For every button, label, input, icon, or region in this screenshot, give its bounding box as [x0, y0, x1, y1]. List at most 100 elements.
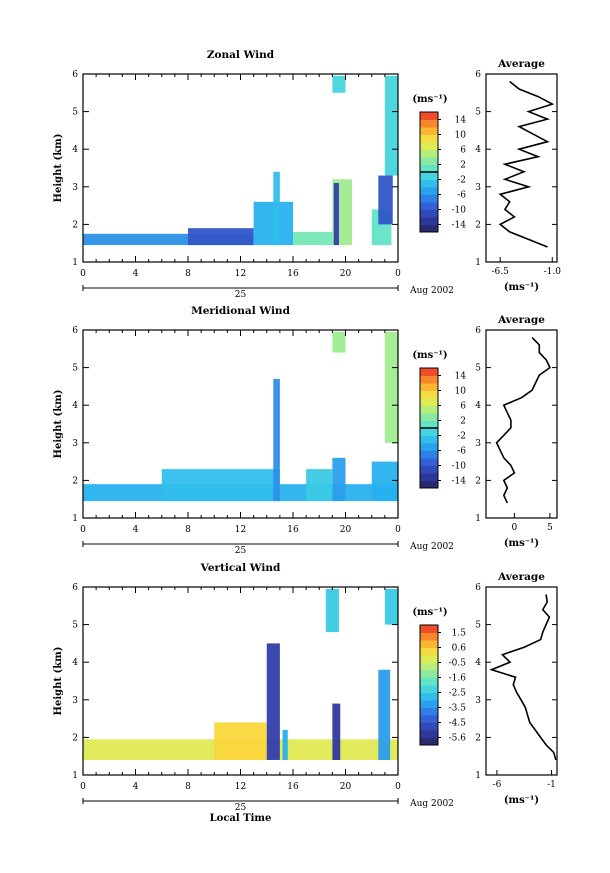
colorbar-step [420, 655, 438, 663]
heatmap-cell-6 [333, 183, 339, 246]
colorbar-tick-label: 0.6 [452, 644, 467, 654]
colorbar-step [420, 157, 438, 165]
x-tick-label: 12 [235, 782, 246, 792]
heatmap-cell-3 [306, 469, 333, 502]
average-y-tick-label: 5 [475, 108, 481, 118]
x-tick-label: 8 [185, 269, 191, 279]
colorbar-step [420, 662, 438, 671]
colorbar-step [420, 383, 438, 391]
colorbar-step [420, 647, 438, 656]
heatmap-cell-3 [282, 729, 288, 760]
average-y-tick-label: 4 [475, 145, 481, 155]
colorbar-tick-label: -6 [457, 191, 466, 201]
x-tick-label: 8 [185, 782, 191, 792]
day-label: 25 [235, 803, 247, 813]
average-frame [485, 586, 558, 776]
y-axis-label: Height (km) [53, 134, 64, 203]
colorbar-tick-label: 6 [460, 402, 466, 412]
colorbar-step [420, 164, 438, 173]
average-profile: Average 1 2 3 4 5 6 -6 -1 (ms⁻¹) [475, 571, 558, 806]
average-title: Average [497, 314, 545, 326]
x-axis-label: Local Time [210, 813, 272, 824]
colorbar-tick-label: -1.6 [449, 674, 467, 684]
y-axis-label: Height (km) [53, 647, 64, 716]
average-y-tick-label: 4 [475, 658, 481, 668]
y-tick-label: 5 [72, 108, 78, 118]
average-y-tick-label: 1 [475, 771, 481, 781]
colorbar-tick-label: -3.5 [449, 704, 467, 714]
average-profile: Average 1 2 3 4 5 6 -6.5 -1.0 (ms⁻¹) [475, 58, 561, 293]
colorbar-step [420, 458, 438, 466]
chart-title: Meridional Wind [191, 305, 290, 317]
x-tick-label: 8 [185, 525, 191, 535]
heatmap-cell-7 [332, 75, 346, 93]
colorbar-step [420, 450, 438, 459]
average-x-tick-label: 5 [547, 523, 553, 533]
x-tick-label: 4 [133, 269, 139, 279]
colorbar-step [420, 640, 438, 648]
heatmap-cell-2 [266, 643, 280, 760]
heatmap-cells [83, 75, 398, 246]
colorbar-step [420, 737, 438, 746]
colorbar-tick-label: -0.5 [449, 659, 467, 669]
colorbar-tick-label: -6 [457, 447, 466, 457]
colorbar: 14 10 6 2 -2 -6 -10 -14 [419, 367, 466, 489]
chart-title: Zonal Wind [207, 49, 275, 61]
colorbar-step [420, 715, 438, 723]
colorbar-step [420, 179, 438, 188]
x-tick-label: 12 [235, 525, 246, 535]
average-profile-line [498, 80, 555, 248]
colorbar-step [420, 670, 438, 678]
average-y-tick-label: 4 [475, 401, 481, 411]
y-tick-label: 4 [72, 401, 78, 411]
colorbar-step [420, 428, 438, 436]
colorbar-step [420, 405, 438, 414]
colorbar-step [420, 465, 438, 474]
colorbar-step [420, 209, 438, 218]
colorbar-step [420, 390, 438, 399]
average-x-tick-label: -1.0 [544, 267, 562, 277]
y-tick-label: 5 [72, 621, 78, 631]
average-x-tick-label: -1 [547, 780, 556, 790]
x-tick-label: 16 [287, 525, 299, 535]
colorbar-step [420, 202, 438, 210]
x-tick-label: 0 [80, 782, 86, 792]
colorbar-tick-label: -14 [452, 221, 467, 231]
x-tick-label: 16 [287, 782, 299, 792]
colorbar-step [420, 700, 438, 708]
average-y-tick-label: 2 [475, 733, 481, 743]
y-tick-label: 5 [72, 364, 78, 374]
date-label: Aug 2002 [409, 799, 454, 809]
colorbar: 1.5 0.6 -0.5 -1.6 -2.5 -3.5 -4.5 -5.6 [419, 624, 467, 746]
colorbar-step [420, 413, 438, 421]
colorbar-step [420, 443, 438, 451]
heatmap-cell-10 [384, 75, 398, 176]
heatmap-cell-5 [325, 588, 339, 633]
colorbar-step [420, 149, 438, 158]
average-x-tick-label: 0 [512, 523, 518, 533]
colorbar-step [420, 375, 438, 384]
colorbar-tick-label: -4.5 [449, 719, 467, 729]
y-tick-label: 3 [72, 439, 78, 449]
colorbar-tick-label: 2 [460, 161, 466, 171]
average-x-label: (ms⁻¹) [504, 538, 539, 549]
y-tick-label: 1 [72, 258, 78, 268]
heatmap-cell-1 [214, 722, 267, 760]
heatmap-cells [83, 588, 398, 760]
average-x-label: (ms⁻¹) [504, 282, 539, 293]
colorbar-step [420, 707, 438, 716]
colorbar-step [420, 435, 438, 444]
heatmap-cell-4 [332, 457, 346, 502]
x-tick-label: 0 [395, 525, 401, 535]
colorbar-tick-label: 2 [460, 417, 466, 427]
average-title: Average [497, 571, 545, 583]
x-tick-label: 0 [395, 269, 401, 279]
x-tick-label: 0 [80, 525, 86, 535]
average-y-tick-label: 6 [475, 70, 481, 80]
heatmap-cell-2 [273, 378, 280, 502]
colorbar-unit: (ms⁻¹) [412, 607, 447, 618]
colorbar-step [420, 692, 438, 701]
